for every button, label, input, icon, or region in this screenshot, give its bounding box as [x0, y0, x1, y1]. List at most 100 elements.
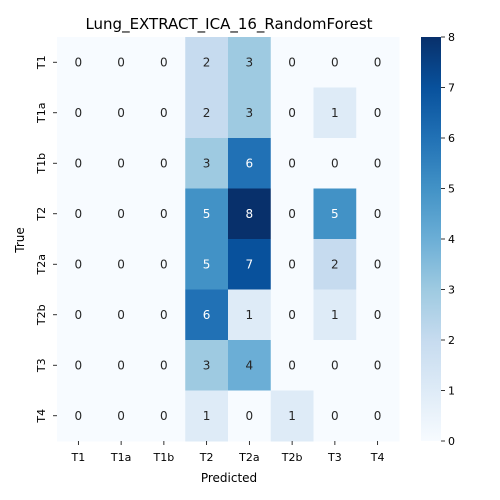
heatmap-cell-label: 0 [374, 358, 382, 372]
heatmap-cell-label: 0 [374, 106, 382, 120]
heatmap-cell-label: 2 [203, 106, 211, 120]
heatmap-cell [270, 340, 314, 391]
heatmap-cell [57, 138, 101, 189]
heatmap-cell-label: 0 [288, 308, 296, 322]
y-tick-label: T2a [35, 254, 48, 275]
heatmap-cell-label: 0 [160, 55, 168, 69]
heatmap-cell-label: 0 [75, 106, 83, 120]
heatmap-cell [228, 239, 272, 290]
y-tick-label: T1a [35, 103, 48, 124]
heatmap-cell-label: 0 [331, 55, 339, 69]
x-axis-label: Predicted [201, 471, 257, 485]
heatmap-cell [142, 87, 186, 139]
heatmap-cell [313, 390, 357, 442]
chart-title: Lung_EXTRACT_ICA_16_RandomForest [85, 15, 372, 34]
x-axis-ticks: T1 T1a T1b T2 T2a T2b T3 T4 [71, 441, 385, 464]
colorbar-tick-label: 0 [448, 435, 455, 448]
heatmap-cell-label: 7 [246, 257, 254, 271]
heatmap-cell-label: 0 [160, 308, 168, 322]
heatmap-cell-label: 0 [374, 156, 382, 170]
y-axis-label: True [13, 227, 27, 254]
colorbar-tick-label: 5 [448, 183, 455, 196]
heatmap-cell-label: 0 [75, 55, 83, 69]
heatmap-cell-label: 1 [203, 409, 211, 423]
heatmap-cell [142, 37, 186, 88]
heatmap-cell-label: 0 [160, 207, 168, 221]
heatmap-cell [57, 87, 101, 139]
heatmap-cell [99, 340, 143, 391]
heatmap-cell [228, 87, 272, 139]
heatmap-cell [99, 138, 143, 189]
heatmap-cell-label: 0 [117, 409, 125, 423]
heatmap-cell-label: 0 [117, 156, 125, 170]
heatmap-cell [356, 340, 400, 391]
heatmap-cell [356, 37, 400, 88]
heatmap-cell [142, 340, 186, 391]
heatmap-cell [99, 188, 143, 240]
y-tick-label: T3 [35, 358, 48, 373]
heatmap-cell [270, 390, 314, 442]
heatmap-cell-label: 0 [75, 308, 83, 322]
heatmap-cell-label: 5 [203, 207, 211, 221]
heatmap-cell [356, 188, 400, 240]
x-tick-label: T1 [71, 451, 86, 464]
heatmap-cell-label: 0 [160, 257, 168, 271]
heatmap-cell-label: 3 [246, 106, 254, 120]
heatmap-cell-label: 0 [374, 207, 382, 221]
heatmap-cell [356, 138, 400, 189]
heatmap-cell [270, 87, 314, 139]
heatmap-cell-label: 3 [246, 55, 254, 69]
heatmap-cell-label: 0 [117, 55, 125, 69]
heatmap-cell-label: 0 [75, 358, 83, 372]
heatmap-cell [356, 289, 400, 341]
colorbar-tick-label: 2 [448, 334, 455, 347]
heatmap-cell [99, 37, 143, 88]
heatmap-cell [57, 390, 101, 442]
y-tick-label: T2 [35, 207, 48, 222]
heatmap-cell [228, 289, 272, 341]
heatmap-cell-label: 0 [160, 358, 168, 372]
heatmap-cell-label: 0 [374, 308, 382, 322]
heatmap-cell [356, 239, 400, 290]
heatmap-cell [57, 188, 101, 240]
heatmap-cell-label: 0 [117, 257, 125, 271]
heatmap-cell [185, 138, 229, 189]
colorbar [421, 37, 441, 441]
heatmap-cell-label: 0 [75, 257, 83, 271]
heatmap-cell-label: 1 [331, 308, 339, 322]
y-tick-label: T4 [35, 409, 48, 424]
heatmap-cell [313, 289, 357, 341]
heatmap-cell [270, 289, 314, 341]
colorbar-tick-label: 8 [448, 31, 455, 44]
heatmap-cell-label: 0 [75, 409, 83, 423]
heatmap-cell-label: 0 [374, 55, 382, 69]
heatmap-cell [270, 37, 314, 88]
heatmap-cell-label: 1 [331, 106, 339, 120]
heatmap-cell [99, 289, 143, 341]
heatmap-cell-label: 1 [288, 409, 296, 423]
heatmap-cell-label: 3 [203, 156, 211, 170]
heatmap-cell [313, 188, 357, 240]
heatmap-cell-label: 0 [331, 358, 339, 372]
heatmap-cell-label: 0 [75, 207, 83, 221]
x-tick-label: T4 [370, 451, 385, 464]
heatmap-cell-label: 5 [203, 257, 211, 271]
heatmap-cell [142, 188, 186, 240]
heatmap-cell [356, 87, 400, 139]
heatmap-cell-label: 8 [246, 207, 254, 221]
heatmap-cell [57, 340, 101, 391]
x-tick-label: T1a [110, 451, 131, 464]
heatmap-cell [185, 289, 229, 341]
heatmap-cell [99, 87, 143, 139]
x-tick-label: T2a [238, 451, 259, 464]
heatmap-cell-label: 5 [331, 207, 339, 221]
heatmap-cell [185, 37, 229, 88]
heatmap-cell-label: 6 [203, 308, 211, 322]
y-axis-ticks: T1 T1a T1b T2 T2a T2b T3 T4 [35, 55, 57, 424]
heatmap-cell [228, 340, 272, 391]
heatmap-cell-label: 0 [288, 156, 296, 170]
heatmap-cell [185, 340, 229, 391]
heatmap-cell-label: 1 [246, 308, 254, 322]
heatmap-cell-label: 0 [160, 106, 168, 120]
